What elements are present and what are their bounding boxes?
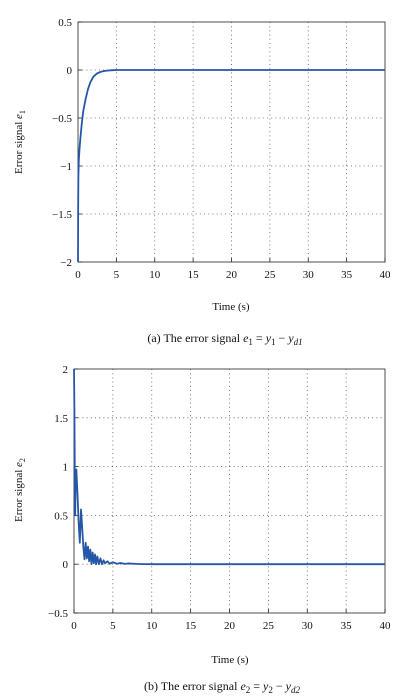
chart-a-x-ticks: 0 5 10 15 20 25 30 35 40: [75, 258, 391, 281]
chart-a-x-tick-label: 15: [188, 269, 200, 281]
chart-b-x-tick-label: 15: [185, 620, 197, 632]
chart-a-x-tick-label: 40: [380, 269, 392, 281]
chart-b: 0 5 10 15 20 25 30 35 40 −0.500.511.52 Time (s) …: [13, 364, 391, 695]
chart-b-x-axis-label: Time (s): [211, 654, 249, 666]
chart-b-y-axis-label: Error signal e2: [13, 458, 27, 522]
chart-b-y-tick-label: −0.5: [48, 608, 68, 620]
chart-a-y-ticks: −2 −1.5 −1 −0.5 0 0.5: [52, 17, 82, 269]
chart-a-x-tick-label: 20: [226, 269, 238, 281]
chart-b-y-tick-label: 0: [63, 559, 69, 571]
chart-b-y-tick-label: 1.5: [54, 413, 68, 425]
chart-b-x-ticks: 0 5 10 15 20 25 30 35 40: [71, 609, 391, 632]
chart-b-y-tick-label: 0.5: [54, 510, 68, 522]
chart-a-y-tick-label: −1: [60, 161, 72, 173]
chart-a-y-axis-label: Error signal e1: [13, 110, 27, 174]
chart-b-x-tick-label: 0: [71, 620, 77, 632]
chart-b-x-tick-label: 30: [302, 620, 314, 632]
chart-a-y-tick-label: 0: [67, 65, 73, 77]
chart-a-x-tick-label: 0: [75, 269, 81, 281]
chart-a-grid: [78, 22, 385, 262]
chart-b-x-tick-label: 25: [263, 620, 275, 632]
chart-a-x-tick-label: 5: [114, 269, 120, 281]
chart-a-y-tick-label: 0.5: [58, 17, 72, 29]
chart-a-caption: (a) The error signal e1 = y1 − yd1: [147, 331, 302, 347]
chart-b-y-ticks: −0.5 0 0.5 1 1.5 2: [48, 364, 78, 620]
chart-a-x-tick-label: 25: [264, 269, 276, 281]
chart-a-y-tick-label: −0.5: [52, 113, 72, 125]
chart-a-plot-frame: [77, 21, 386, 263]
chart-b-y-tick-label: 2: [63, 364, 69, 376]
chart-a-y-tick-label: −2: [60, 257, 72, 269]
chart-b-x-tick-label: 10: [146, 620, 158, 632]
chart-a-x-axis-label: Time (s): [212, 301, 250, 313]
chart-b-x-tick-label: 20: [224, 620, 236, 632]
chart-b-series-line: [73, 368, 385, 566]
chart-b-grid: [74, 369, 385, 613]
chart-b-x-tick-label: 35: [341, 620, 353, 632]
chart-b-x-tick-label: 5: [110, 620, 116, 632]
chart-b-caption: (b) The error signal e2 = y2 − yd2: [144, 679, 300, 695]
chart-a-y-tick-label: −1.5: [52, 209, 72, 221]
chart-b-y-tick-label: 1: [63, 462, 69, 474]
chart-a-x-tick-label: 35: [341, 269, 353, 281]
chart-b-x-tick-label: 40: [380, 620, 392, 632]
chart-a-series-line: [77, 69, 385, 263]
chart-a-x-tick-label: 10: [149, 269, 161, 281]
chart-a-x-tick-label: 30: [303, 269, 315, 281]
chart-a: 0 5 10 15 20 25 30 35 40 −2 −1.5 −1 −0.5 0 0.5 Time (…: [13, 17, 391, 347]
